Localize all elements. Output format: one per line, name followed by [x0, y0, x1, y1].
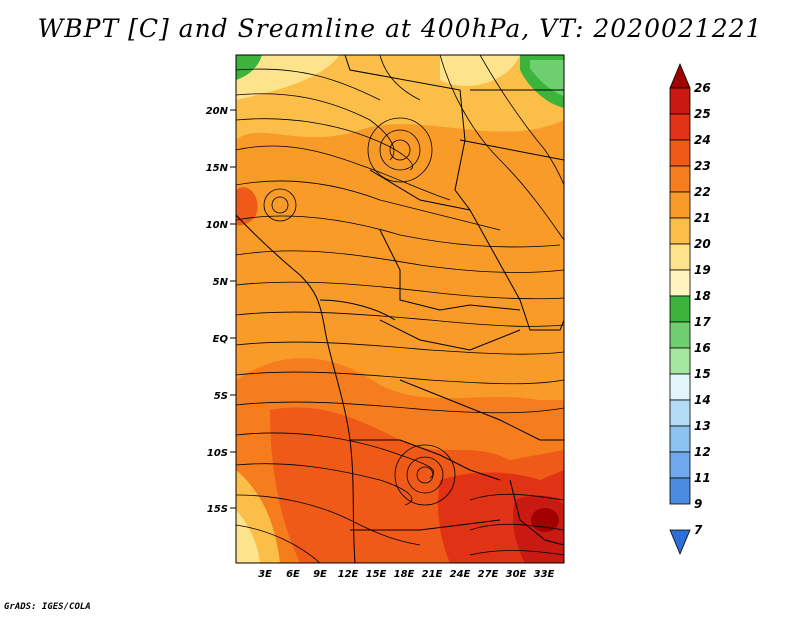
lat-label: 15S — [207, 504, 228, 515]
streamlines — [236, 55, 564, 563]
lat-label: 10S — [207, 448, 228, 459]
lat-label: 5S — [214, 391, 228, 402]
lon-label: 24E — [450, 569, 471, 580]
colorbar-label: 11 — [694, 471, 711, 485]
colorbar-swatch — [669, 425, 691, 453]
lat-label: 15N — [206, 163, 229, 174]
lat-label: EQ — [213, 334, 229, 345]
colorbar: 26 25 24 23 22 21 20 19 18 17 16 15 14 13 12 11 9 7 — [669, 62, 711, 556]
lat-label: 20N — [206, 106, 229, 117]
lat-label: 10N — [206, 220, 229, 231]
colorbar-swatch — [669, 217, 691, 245]
colorbar-label: 12 — [694, 445, 711, 459]
colorbar-swatch — [669, 62, 691, 89]
colorbar-swatch — [669, 113, 691, 141]
colorbar-label: 24 — [694, 133, 711, 147]
colorbar-label: 7 — [694, 523, 703, 537]
colorbar-swatch — [669, 139, 691, 167]
wbpt-field — [236, 55, 564, 563]
colorbar-label: 9 — [694, 497, 702, 511]
colorbar-swatch — [669, 373, 691, 401]
lat-axis: 20N 15N 10N 5N EQ 5S 10S 15S — [206, 106, 236, 515]
lon-label: 33E — [534, 569, 555, 580]
colorbar-swatch — [669, 87, 691, 115]
colorbar-label: 19 — [694, 263, 711, 277]
colorbar-swatch — [669, 191, 691, 219]
colorbar-swatch — [669, 451, 691, 479]
colorbar-label: 25 — [694, 107, 711, 121]
colorbar-swatch — [669, 529, 691, 556]
colorbar-label: 17 — [694, 315, 711, 329]
lon-label: 27E — [478, 569, 499, 580]
colorbar-swatch — [669, 321, 691, 349]
colorbar-label: 23 — [694, 159, 711, 173]
colorbar-swatch — [669, 269, 691, 297]
colorbar-label: 18 — [694, 289, 711, 303]
colorbar-swatch — [669, 295, 691, 323]
colorbar-label: 14 — [694, 393, 711, 407]
colorbar-label: 21 — [694, 211, 711, 225]
colorbar-swatch — [669, 477, 691, 505]
lon-label: 12E — [338, 569, 359, 580]
lat-label: 5N — [213, 277, 229, 288]
lon-label: 3E — [258, 569, 272, 580]
lon-label: 30E — [506, 569, 527, 580]
colorbar-label: 26 — [694, 81, 711, 95]
lon-label: 6E — [286, 569, 300, 580]
map-frame — [235, 54, 565, 564]
borders — [236, 55, 564, 563]
colorbar-swatch — [669, 165, 691, 193]
colorbar-label: 16 — [694, 341, 711, 355]
colorbar-label: 13 — [694, 419, 711, 433]
colorbar-swatch — [669, 399, 691, 427]
colorbar-swatch — [669, 347, 691, 375]
lon-axis: 3E 6E 9E 12E 15E 18E 21E 24E 27E 30E 33E — [258, 569, 554, 580]
lon-label: 18E — [394, 569, 415, 580]
lon-label: 21E — [422, 569, 443, 580]
colorbar-label: 15 — [694, 367, 711, 381]
colorbar-label: 22 — [694, 185, 711, 199]
colorbar-swatch — [669, 243, 691, 271]
credit-text: GrADS: IGES/COLA — [4, 602, 91, 612]
lon-label: 9E — [313, 569, 327, 580]
colorbar-label: 20 — [694, 237, 711, 251]
lon-label: 15E — [366, 569, 387, 580]
chart-title: WBPT [C] and Sreamline at 400hPa, VT: 20… — [37, 14, 763, 43]
